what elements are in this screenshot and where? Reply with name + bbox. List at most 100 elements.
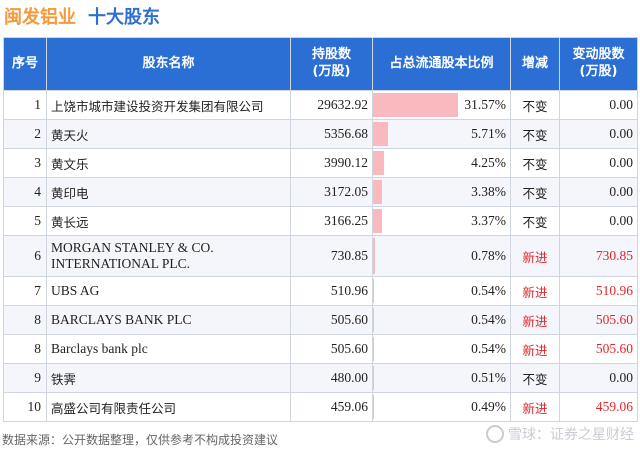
ratio-bar xyxy=(373,93,458,117)
table-row: 6 MORGAN STANLEY & CO. INTERNATIONAL PLC.… xyxy=(3,235,638,277)
ratio-bar xyxy=(373,238,376,274)
table-row: 2 黄天火 5356.68 5.71% 不变 0.00 xyxy=(3,119,638,149)
ratio-cell: 3.38% xyxy=(372,177,511,207)
header-name: 股东名称 xyxy=(46,37,291,91)
header-shares: 持股数 (万股) xyxy=(290,37,373,91)
data-source-note: 数据来源：公开数据整理，仅供参考不构成投资建议 xyxy=(2,433,279,447)
ratio-text: 0.54% xyxy=(471,341,506,356)
shares-held: 459.06 xyxy=(290,392,373,422)
ratio-text: 0.51% xyxy=(471,370,506,385)
shares-held: 3172.05 xyxy=(290,177,373,207)
ratio-text: 3.38% xyxy=(471,184,506,199)
row-index: 9 xyxy=(3,363,47,393)
ratio-text: 0.78% xyxy=(471,248,506,263)
row-index: 7 xyxy=(3,276,47,306)
change-status: 不变 xyxy=(510,206,560,236)
ratio-text: 0.54% xyxy=(471,312,506,327)
row-index: 4 xyxy=(3,177,47,207)
ratio-cell: 3.37% xyxy=(372,206,511,236)
row-index: 5 xyxy=(3,206,47,236)
ratio-bar xyxy=(373,209,383,233)
ratio-text: 5.71% xyxy=(471,126,506,141)
shareholder-name: BARCLAYS BANK PLC xyxy=(46,305,291,335)
title-bar: 闽发铝业 十大股东 xyxy=(0,0,640,32)
shares-held: 29632.92 xyxy=(290,90,373,120)
row-index: 6 xyxy=(3,235,47,277)
change-status: 不变 xyxy=(510,148,560,178)
shares-held: 505.60 xyxy=(290,334,373,364)
header-change: 增减 xyxy=(510,37,560,91)
ratio-text: 4.25% xyxy=(471,155,506,170)
change-amount: 505.60 xyxy=(559,334,638,364)
change-status: 新进 xyxy=(510,334,560,364)
header-line: (万股) xyxy=(312,64,351,79)
header-ratio: 占总流通股本比例 xyxy=(372,37,511,91)
ratio-text: 0.54% xyxy=(471,283,506,298)
change-status: 不变 xyxy=(510,90,560,120)
ratio-bar xyxy=(373,337,375,361)
ratio-bar xyxy=(373,122,389,146)
change-amount: 505.60 xyxy=(559,305,638,335)
ratio-cell: 31.57% xyxy=(372,90,511,120)
shareholder-name: 上饶市城市建设投资开发集团有限公司 xyxy=(46,90,291,120)
snowball-logo-icon xyxy=(486,425,504,443)
ratio-cell: 5.71% xyxy=(372,119,511,149)
change-status: 新进 xyxy=(510,276,560,306)
change-amount: 459.06 xyxy=(559,392,638,422)
shares-held: 505.60 xyxy=(290,305,373,335)
ratio-bar xyxy=(373,151,385,175)
change-status: 不变 xyxy=(510,363,560,393)
ratio-cell: 0.51% xyxy=(372,363,511,393)
section-title: 十大股东 xyxy=(88,7,160,28)
header-line: 持股数 xyxy=(311,47,351,63)
change-amount: 510.96 xyxy=(559,276,638,306)
table-row: 4 黄印电 3172.05 3.38% 不变 0.00 xyxy=(3,177,638,207)
ratio-text: 31.57% xyxy=(464,97,506,112)
change-amount: 0.00 xyxy=(559,119,638,149)
ratio-bar xyxy=(373,180,383,204)
table-row: 5 黄长远 3166.25 3.37% 不变 0.00 xyxy=(3,206,638,236)
ratio-text: 3.37% xyxy=(471,213,506,228)
shareholder-name: 黄文乐 xyxy=(46,148,291,178)
change-status: 新进 xyxy=(510,392,560,422)
ratio-text: 0.49% xyxy=(471,399,506,414)
header-line: 变动股数 xyxy=(572,47,625,63)
row-index: 2 xyxy=(3,119,47,149)
brand-watermark: 雪球：证券之星财经 xyxy=(486,424,634,444)
ratio-bar xyxy=(373,395,375,419)
change-amount: 0.00 xyxy=(559,206,638,236)
row-index: 8 xyxy=(3,305,47,335)
shareholder-name: 铁霁 xyxy=(46,363,291,393)
shareholder-name: 黄印电 xyxy=(46,177,291,207)
change-amount: 0.00 xyxy=(559,363,638,393)
ratio-cell: 0.49% xyxy=(372,392,511,422)
company-title: 闽发铝业 xyxy=(4,7,76,28)
change-amount: 730.85 xyxy=(559,235,638,277)
table-header-row: 序号 股东名称 持股数 (万股) 占总流通股本比例 增减 变动股数 (万股) xyxy=(3,37,638,91)
ratio-cell: 0.54% xyxy=(372,305,511,335)
ratio-cell: 0.54% xyxy=(372,334,511,364)
change-status: 新进 xyxy=(510,235,560,277)
change-status: 不变 xyxy=(510,177,560,207)
shares-held: 510.96 xyxy=(290,276,373,306)
table-row: 8 BARCLAYS BANK PLC 505.60 0.54% 新进 505.60 xyxy=(3,305,638,335)
brand-text: 雪球：证券之星财经 xyxy=(508,427,634,443)
header-index: 序号 xyxy=(3,37,47,91)
change-amount: 0.00 xyxy=(559,148,638,178)
ratio-bar xyxy=(373,308,375,332)
shareholder-name: MORGAN STANLEY & CO. INTERNATIONAL PLC. xyxy=(46,235,291,277)
change-amount: 0.00 xyxy=(559,90,638,120)
shareholder-name: 黄天火 xyxy=(46,119,291,149)
ratio-cell: 4.25% xyxy=(372,148,511,178)
shareholder-name: 高盛公司有限责任公司 xyxy=(46,392,291,422)
table-row: 10 高盛公司有限责任公司 459.06 0.49% 新进 459.06 xyxy=(3,392,638,422)
shareholder-name: 黄长远 xyxy=(46,206,291,236)
table-row: 7 UBS AG 510.96 0.54% 新进 510.96 xyxy=(3,276,638,306)
ratio-cell: 0.54% xyxy=(372,276,511,306)
shares-held: 3166.25 xyxy=(290,206,373,236)
shares-held: 730.85 xyxy=(290,235,373,277)
table-row: 3 黄文乐 3990.12 4.25% 不变 0.00 xyxy=(3,148,638,178)
shareholder-name: Barclays bank plc xyxy=(46,334,291,364)
table-row: 8 Barclays bank plc 505.60 0.54% 新进 505.60 xyxy=(3,334,638,364)
ratio-bar xyxy=(373,366,375,390)
